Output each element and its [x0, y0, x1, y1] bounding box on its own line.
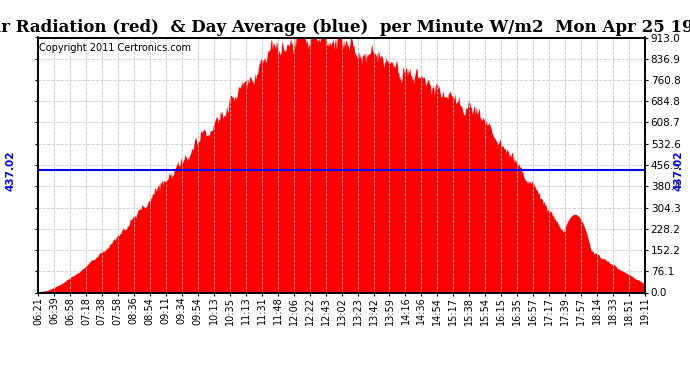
- Title: Solar Radiation (red)  & Day Average (blue)  per Minute W/m2  Mon Apr 25 19:21: Solar Radiation (red) & Day Average (blu…: [0, 19, 690, 36]
- Text: 437.02: 437.02: [6, 150, 16, 191]
- Text: 437.02: 437.02: [673, 150, 684, 191]
- Text: Copyright 2011 Certronics.com: Copyright 2011 Certronics.com: [39, 43, 191, 52]
